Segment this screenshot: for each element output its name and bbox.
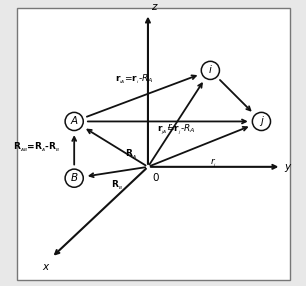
- Text: 0: 0: [152, 172, 159, 182]
- FancyBboxPatch shape: [17, 8, 290, 280]
- Circle shape: [252, 112, 271, 130]
- Circle shape: [65, 169, 83, 187]
- Text: $\mathbf{R}_{_B}$: $\mathbf{R}_{_B}$: [111, 178, 123, 192]
- Circle shape: [65, 112, 83, 130]
- Text: $\mathbf{R}_{_{AB}}$=$\mathbf{R}_{_A}$-$\mathbf{R}_{_B}$: $\mathbf{R}_{_{AB}}$=$\mathbf{R}_{_A}$-$…: [13, 140, 60, 154]
- Text: $r_{_j}$: $r_{_j}$: [210, 157, 217, 170]
- Text: $\mathbf{r}_{_{jA}}$=$\mathbf{r}_{_j}$-$R_A$: $\mathbf{r}_{_{jA}}$=$\mathbf{r}_{_j}$-$…: [157, 123, 196, 138]
- Text: z: z: [151, 2, 156, 12]
- Text: j: j: [260, 116, 263, 126]
- Text: y: y: [284, 162, 290, 172]
- Text: i: i: [209, 65, 212, 76]
- Text: B: B: [71, 173, 78, 183]
- Text: $r_{_i}$: $r_{_i}$: [166, 122, 174, 134]
- Circle shape: [201, 61, 219, 80]
- Text: $\mathbf{r}_{_{iA}}$=$\mathbf{r}_{_i}$-$R_A$: $\mathbf{r}_{_{iA}}$=$\mathbf{r}_{_i}$-$…: [114, 72, 153, 86]
- Text: x: x: [43, 262, 49, 272]
- Text: $\mathbf{R}_{_A}$: $\mathbf{R}_{_A}$: [125, 147, 137, 160]
- Text: A: A: [71, 116, 78, 126]
